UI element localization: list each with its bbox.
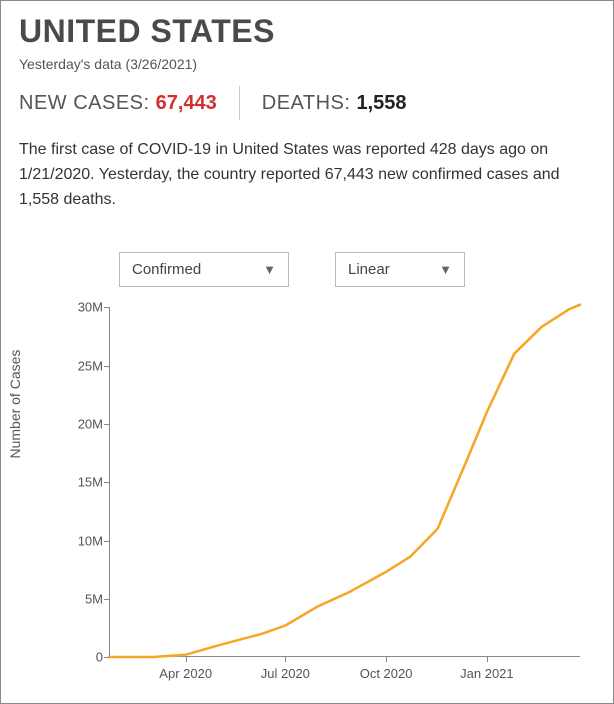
chevron-down-icon: ▼ (439, 262, 452, 277)
x-tick-label: Jan 2021 (460, 666, 514, 681)
stats-divider (239, 86, 240, 120)
y-tick-label: 5M (59, 592, 103, 607)
summary-paragraph: The first case of COVID-19 in United Sta… (19, 138, 595, 212)
chart-area: Number of Cases 05M10M15M20M25M30MApr 20… (19, 297, 595, 697)
y-tick-label: 10M (59, 533, 103, 548)
y-tick-label: 20M (59, 417, 103, 432)
page-title: UNITED STATES (19, 13, 595, 50)
stats-row: NEW CASES: 67,443 DEATHS: 1,558 (19, 86, 595, 120)
deaths-value: 1,558 (356, 92, 406, 115)
new-cases-value: 67,443 (156, 92, 217, 115)
metric-dropdown-label: Confirmed (132, 261, 201, 278)
x-tick-label: Apr 2020 (159, 666, 212, 681)
chart-controls: Confirmed ▼ Linear ▼ (119, 252, 595, 287)
data-date-subtitle: Yesterday's data (3/26/2021) (19, 56, 595, 72)
y-axis-label: Number of Cases (7, 350, 23, 459)
new-cases-label: NEW CASES: (19, 92, 150, 115)
line-series (109, 307, 580, 657)
scale-dropdown[interactable]: Linear ▼ (335, 252, 465, 287)
y-tick-label: 25M (59, 358, 103, 373)
y-tick-label: 30M (59, 300, 103, 315)
deaths-label: DEATHS: (262, 92, 351, 115)
x-tick-label: Oct 2020 (360, 666, 413, 681)
chevron-down-icon: ▼ (263, 262, 276, 277)
scale-dropdown-label: Linear (348, 261, 390, 278)
y-tick-label: 0 (59, 650, 103, 665)
y-tick-label: 15M (59, 475, 103, 490)
x-tick-label: Jul 2020 (261, 666, 310, 681)
plot-region: 05M10M15M20M25M30MApr 2020Jul 2020Oct 20… (109, 307, 580, 657)
metric-dropdown[interactable]: Confirmed ▼ (119, 252, 289, 287)
